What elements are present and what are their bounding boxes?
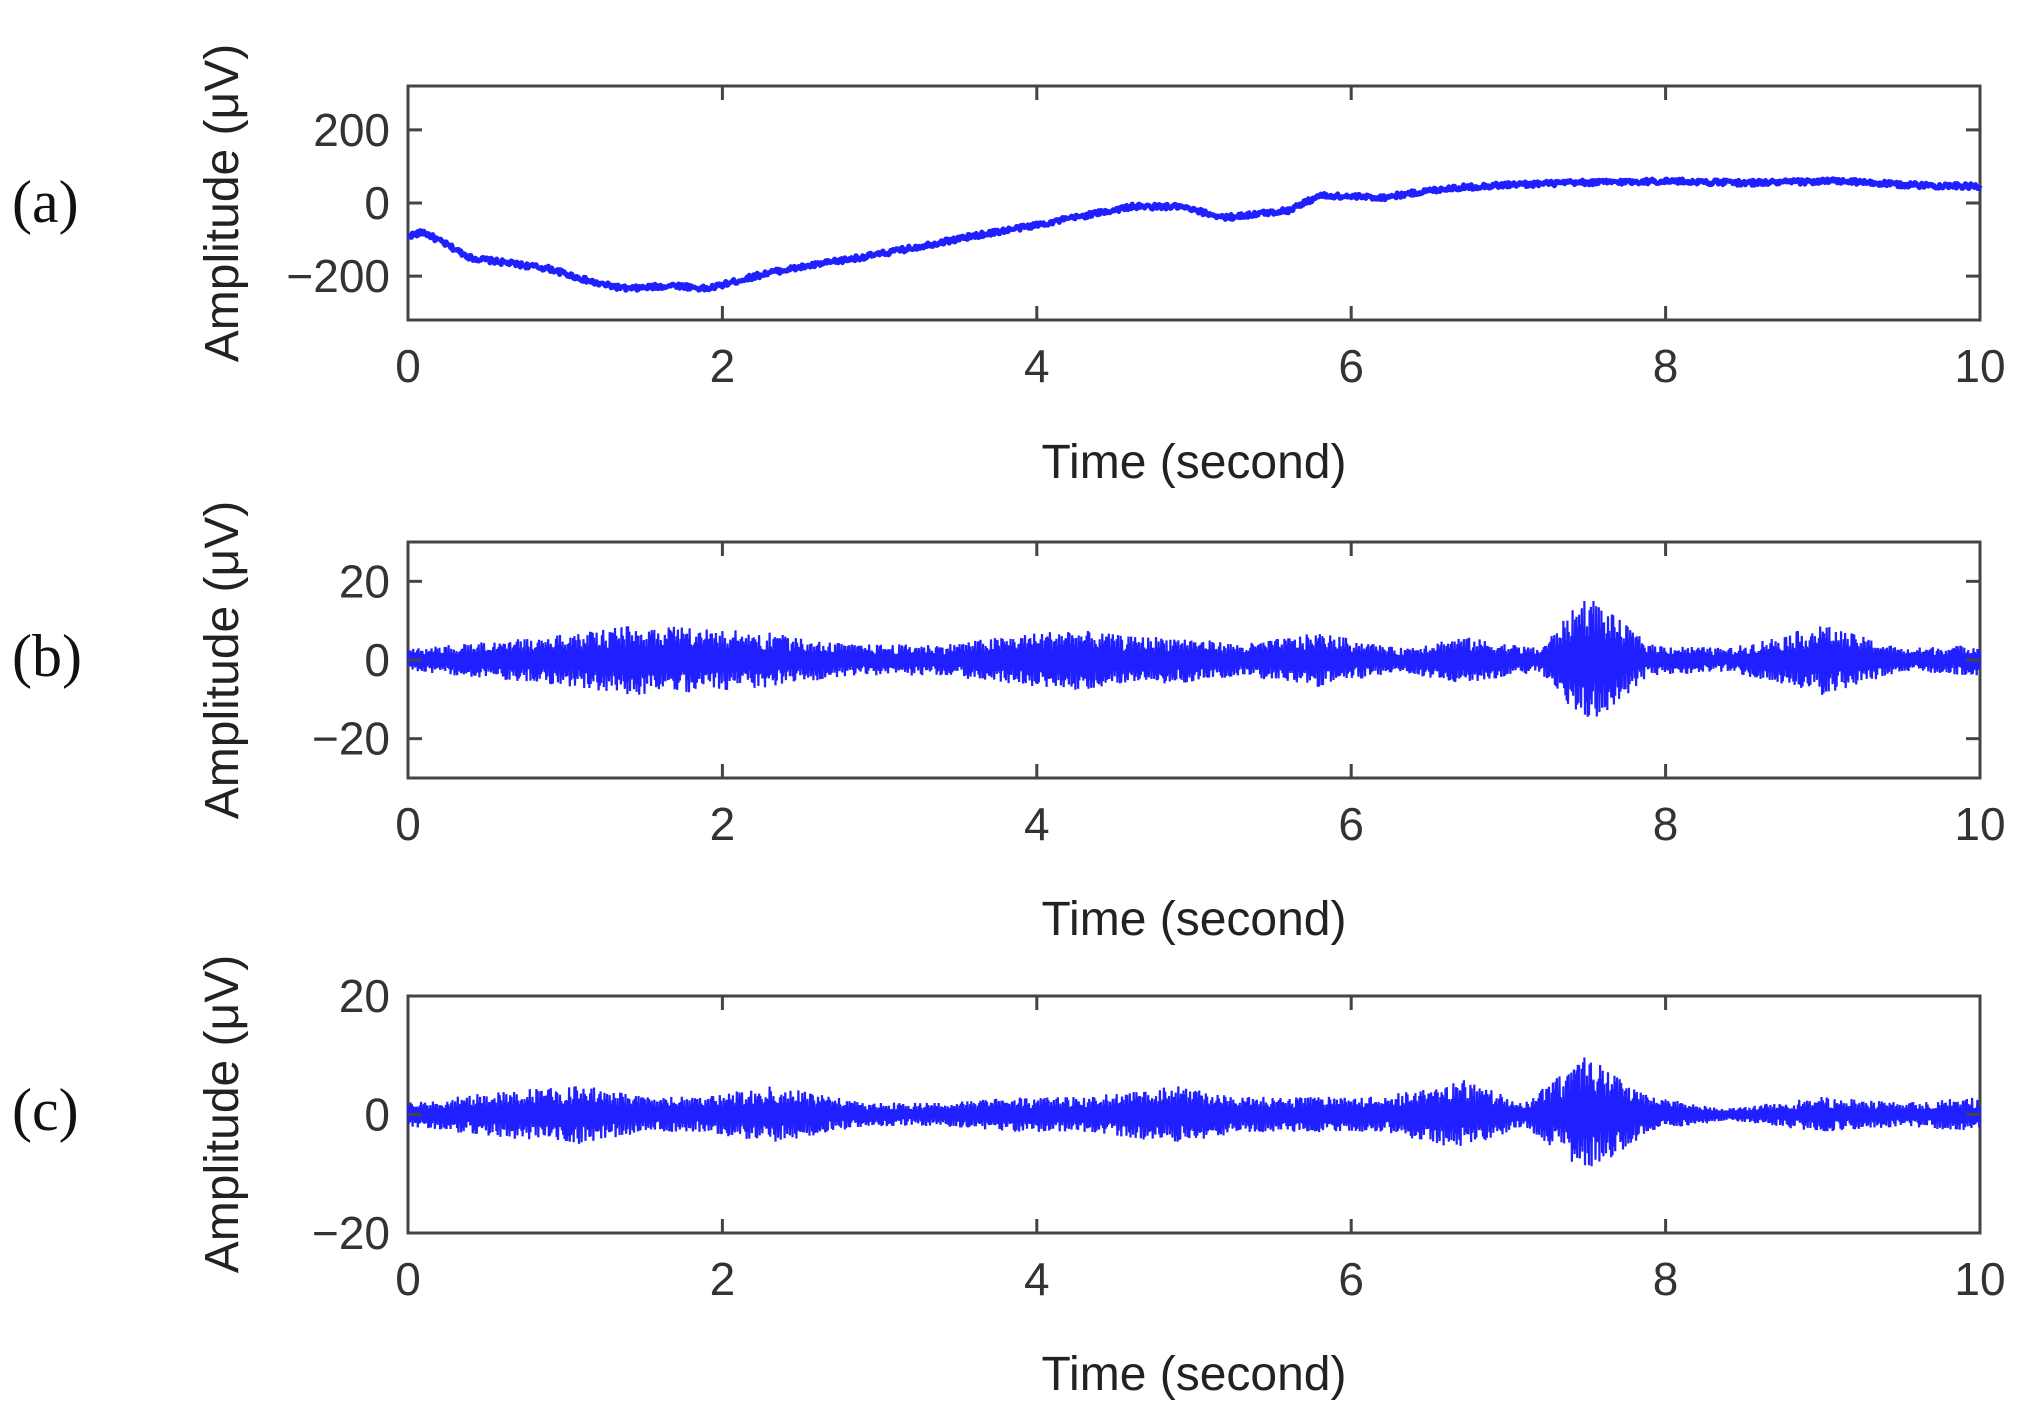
y-tick-label: 0 (364, 634, 390, 686)
y-tick-label: 20 (339, 970, 390, 1022)
panel-label: (c) (12, 1077, 79, 1143)
y-tick-label: 0 (364, 177, 390, 229)
y-axis-label: Amplitude (μV) (196, 955, 249, 1273)
x-tick-label: 2 (710, 798, 736, 850)
x-tick-label: 2 (710, 340, 736, 392)
x-tick-label: 6 (1338, 1253, 1364, 1305)
y-axis-label: Amplitude (μV) (196, 44, 249, 362)
x-tick-label: 6 (1338, 340, 1364, 392)
y-tick-label: 20 (339, 555, 390, 607)
signal-line (406, 176, 1983, 293)
x-axis-label: Time (second) (1042, 1348, 1347, 1401)
x-tick-label: 0 (395, 340, 421, 392)
y-tick-label: −200 (286, 250, 390, 302)
signal-trace (406, 176, 1983, 293)
x-tick-label: 4 (1024, 340, 1050, 392)
x-tick-label: 8 (1653, 798, 1679, 850)
x-tick-label: 0 (395, 1253, 421, 1305)
x-tick-label: 6 (1338, 798, 1364, 850)
y-tick-label: −20 (312, 713, 390, 765)
x-tick-label: 4 (1024, 798, 1050, 850)
x-tick-label: 8 (1653, 340, 1679, 392)
x-axis-label: Time (second) (1042, 436, 1347, 489)
x-tick-label: 4 (1024, 1253, 1050, 1305)
panel-label: (b) (12, 623, 82, 689)
x-tick-label: 10 (1954, 1253, 2005, 1305)
signal-line (406, 600, 1982, 717)
x-tick-label: 2 (710, 1253, 736, 1305)
x-tick-label: 8 (1653, 1253, 1679, 1305)
y-tick-label: −20 (312, 1207, 390, 1259)
y-tick-label: 200 (313, 104, 390, 156)
x-tick-label: 10 (1954, 340, 2005, 392)
x-tick-label: 10 (1954, 798, 2005, 850)
panel-b: (b) 0 2 4 6 8 10 20 0 −20 Time (second) Amplitude … (12, 501, 2006, 946)
signal-trace (406, 1057, 1982, 1167)
panel-label: (a) (12, 169, 79, 235)
y-axis-label: Amplitude (μV) (196, 501, 249, 819)
x-tick-label: 0 (395, 798, 421, 850)
y-tick-label: 0 (364, 1089, 390, 1141)
panel-a: (a) 0 2 4 6 8 10 200 0 −200 Time (second) Amplitud… (0, 0, 2024, 489)
x-axis-label: Time (second) (1042, 893, 1347, 946)
signal-trace (406, 600, 1982, 717)
signal-line (406, 1057, 1982, 1167)
